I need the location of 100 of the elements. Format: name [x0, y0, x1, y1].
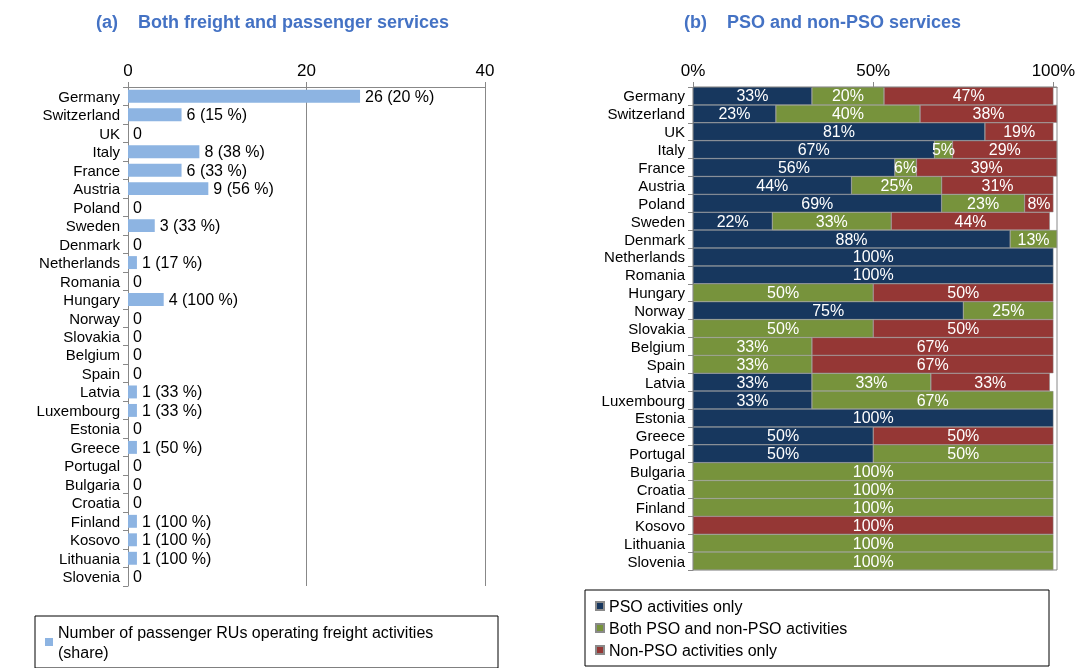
y-tick-label: Portugal: [64, 457, 120, 475]
data-label: 0: [133, 494, 142, 512]
data-label: 50%: [947, 427, 980, 445]
data-label: 69%: [801, 194, 834, 212]
y-tick-label: Belgium: [65, 346, 120, 364]
y-tick-label: Switzerland: [607, 105, 685, 123]
y-tick-label: Denmark: [624, 230, 686, 248]
y-tick-label: Norway: [634, 302, 686, 320]
data-label: 23%: [718, 105, 751, 123]
data-label: 44%: [954, 212, 987, 230]
data-label: 0: [133, 475, 142, 493]
data-label: 100%: [852, 463, 894, 481]
y-tick-label: Luxembourg: [36, 401, 120, 419]
data-label: 33%: [736, 373, 769, 391]
y-tick-label: Hungary: [63, 291, 121, 309]
y-tick-label: Netherlands: [39, 254, 120, 272]
data-label: 0: [133, 457, 142, 475]
y-tick-label: Finland: [635, 498, 685, 516]
data-label: 0: [133, 346, 142, 364]
data-label: 1 (33 %): [141, 383, 203, 401]
y-tick-label: Italy: [657, 141, 686, 159]
y-tick-label: Norway: [69, 309, 121, 327]
bar: [128, 219, 155, 233]
data-label: 47%: [952, 87, 985, 105]
data-label: 0: [133, 235, 142, 253]
data-label: 50%: [767, 320, 800, 337]
x-tick-label: 100%: [1031, 61, 1076, 80]
y-tick-label: Hungary: [628, 284, 686, 302]
y-tick-label: Netherlands: [604, 248, 685, 266]
y-tick-label: Sweden: [65, 217, 120, 235]
chart-title: (a) Both freight and passenger services: [95, 12, 450, 32]
data-label: 39%: [970, 159, 1003, 176]
data-label: 31%: [981, 176, 1014, 194]
data-label: 33%: [974, 373, 1007, 391]
x-tick-label: 40: [475, 61, 495, 80]
y-tick-label: Greece: [635, 427, 685, 445]
data-label: 56%: [777, 159, 810, 176]
y-tick-label: Greece: [70, 438, 120, 456]
data-label: 19%: [1003, 123, 1036, 141]
data-label: 33%: [736, 391, 769, 409]
legend-label: Both PSO and non-PSO activities: [609, 619, 848, 637]
y-tick-label: Kosovo: [69, 531, 120, 549]
legend-label: Number of passenger RUs operating freight activities (share): [58, 623, 438, 661]
data-label: 20%: [831, 87, 864, 105]
bar: [128, 182, 209, 196]
data-label: 25%: [992, 302, 1025, 320]
data-label: 100%: [852, 498, 894, 516]
data-label: 22%: [716, 212, 749, 230]
y-tick-label: Slovakia: [628, 320, 686, 337]
data-label: 33%: [736, 337, 769, 355]
data-label: 67%: [916, 337, 949, 355]
y-tick-label: Sweden: [630, 212, 685, 230]
y-tick-label: Austria: [638, 176, 686, 194]
data-label: 38%: [972, 105, 1005, 123]
bar: [128, 551, 137, 565]
bar: [128, 533, 137, 547]
data-label: 67%: [916, 391, 949, 409]
data-label: 6 (33 %): [186, 161, 248, 179]
legend-label: Non-PSO activities only: [609, 641, 778, 659]
data-label: 1 (17 %): [141, 254, 203, 272]
data-label: 6 (15 %): [186, 106, 248, 124]
data-label: 33%: [736, 355, 769, 373]
y-tick-label: Spain: [646, 355, 685, 373]
y-tick-label: France: [638, 159, 685, 176]
data-label: 6%: [894, 159, 918, 176]
data-label: 50%: [767, 445, 800, 463]
data-label: 0: [133, 364, 142, 382]
data-label: 0: [133, 568, 142, 586]
y-tick-label: Lithuania: [624, 534, 686, 552]
y-tick-label: Lithuania: [59, 549, 121, 567]
data-label: 3 (33 %): [159, 217, 221, 235]
data-label: 5%: [931, 141, 956, 159]
y-tick-label: Slovakia: [63, 328, 121, 345]
bar: [128, 163, 182, 177]
y-tick-label: Switzerland: [42, 106, 120, 124]
data-label: 75%: [812, 302, 845, 320]
data-label: 100%: [852, 409, 894, 427]
data-label: 26 (20 %): [365, 87, 435, 105]
data-label: 1 (100 %): [141, 512, 212, 530]
legend-label: PSO activities only: [609, 597, 743, 615]
y-tick-label: Latvia: [79, 383, 121, 401]
y-tick-label: Germany: [623, 87, 686, 105]
data-label: 1 (100 %): [141, 549, 212, 567]
y-tick-label: Slovenia: [627, 552, 686, 570]
y-tick-label: Croatia: [636, 481, 686, 498]
data-label: 50%: [947, 320, 980, 337]
y-tick-label: UK: [664, 123, 685, 141]
y-tick-label: Croatia: [71, 494, 121, 512]
data-label: 1 (100 %): [141, 531, 212, 549]
data-label: 67%: [797, 141, 830, 159]
x-tick-label: 20: [297, 61, 316, 80]
data-label: 4 (100 %): [168, 291, 239, 309]
x-tick-label: 0: [123, 61, 133, 80]
data-label: 50%: [767, 284, 800, 302]
data-label: 100%: [852, 481, 894, 498]
data-label: 88%: [835, 230, 868, 248]
data-label: 33%: [736, 87, 769, 105]
data-label: 23%: [967, 194, 1000, 212]
chart-title: (b) PSO and non-PSO services: [683, 12, 962, 32]
y-tick-label: Belgium: [630, 337, 685, 355]
